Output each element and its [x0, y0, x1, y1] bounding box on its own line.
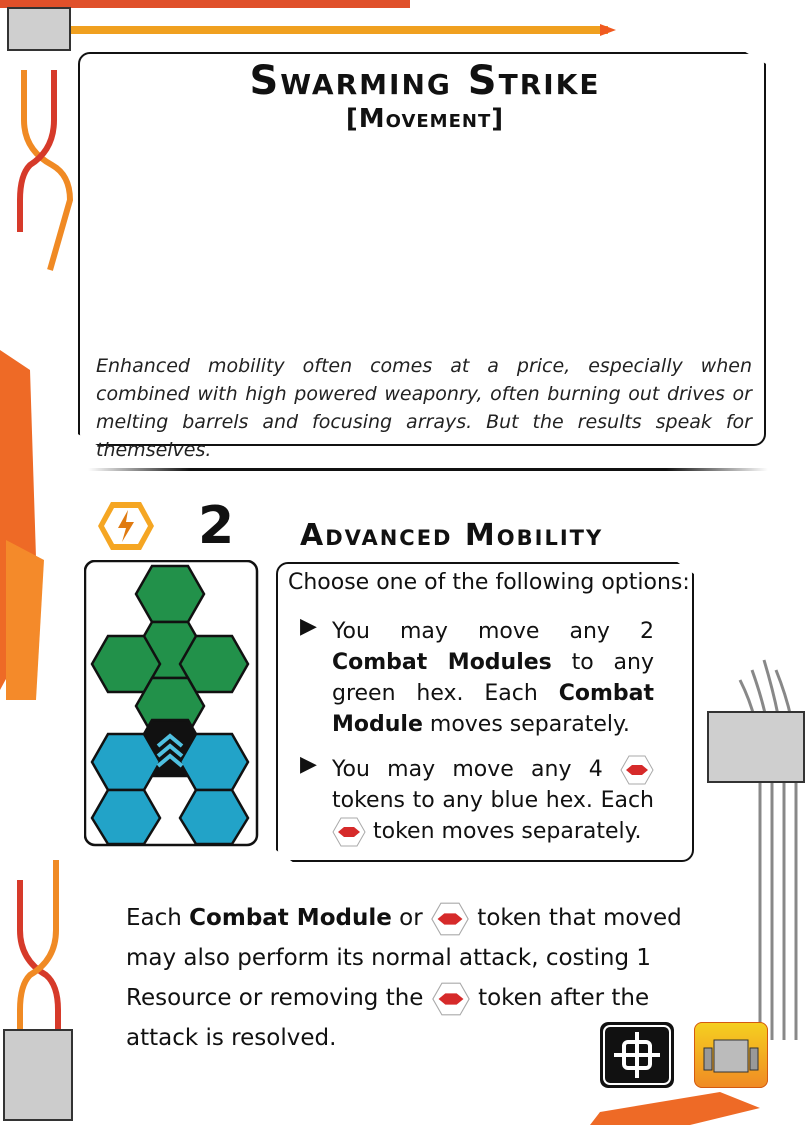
bullet-arrow-icon: ▶ [300, 614, 317, 639]
fighter-token-icon [332, 817, 366, 847]
fighter-token-icon [431, 902, 469, 935]
target-icon [600, 1022, 674, 1088]
energy-icon [98, 502, 154, 550]
card-subtitle: [Movement] [345, 104, 505, 134]
attack-rule-text: Each Combat Module or token that moved m… [126, 898, 726, 1058]
ability-name: Advanced Mobility [300, 518, 604, 553]
chevron-up-icon [156, 733, 184, 768]
green-hex [134, 564, 206, 624]
blue-hex [178, 732, 250, 792]
title-panel [78, 52, 766, 446]
option-1: You may move any 2 Combat Modules to any… [332, 619, 654, 737]
card-title: Swarming Strike [249, 58, 601, 104]
green-hex [178, 634, 250, 694]
options-intro: Choose one of the following options: [288, 570, 690, 595]
option-2: You may move any 4 tokens to any blue he… [332, 754, 654, 847]
section-divider [88, 468, 768, 471]
fighter-squadron-icon [694, 1022, 768, 1088]
blue-hex [90, 732, 162, 792]
blue-hex [178, 788, 250, 846]
blue-hex [90, 788, 162, 846]
ability-cost: 2 [198, 496, 235, 556]
fighter-token-icon [431, 982, 470, 1015]
hex-grid [84, 560, 259, 847]
flavor-text: Enhanced mobility often comes at a price… [96, 355, 752, 461]
bullet-arrow-icon: ▶ [300, 752, 317, 777]
options-panel [276, 562, 694, 862]
fighter-token-icon [620, 755, 654, 785]
